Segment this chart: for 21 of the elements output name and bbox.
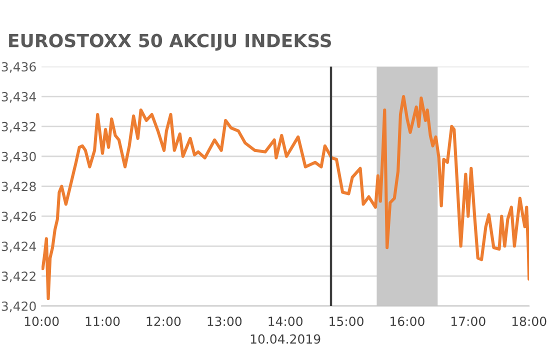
x-tick-label: 11:00 [86, 316, 120, 326]
x-axis-title: 10.04.2019 [250, 334, 320, 344]
x-tick-label: 13:00 [208, 316, 242, 326]
x-tick-label: 16:00 [390, 316, 424, 326]
x-tick-label: 15:00 [330, 316, 364, 326]
y-tick-label: 3,428 [2, 182, 36, 192]
x-tick-label: 18:00 [512, 316, 546, 326]
y-tick-label: 3,434 [2, 92, 36, 103]
y-tick-label: 3,426 [2, 212, 36, 222]
y-tick-label: 3,420 [2, 301, 36, 312]
x-tick-label: 10:00 [24, 316, 59, 326]
x-tick-label: 12:00 [146, 316, 181, 326]
x-tick-label: 17:00 [451, 316, 486, 326]
line-series [42, 94, 530, 300]
y-tick-label: 3,430 [2, 152, 36, 163]
y-tick-label: 3,424 [2, 242, 36, 252]
y-tick-label: 3,432 [2, 122, 36, 133]
y-tick-label: 3,436 [2, 62, 36, 73]
y-tick-label: 3,422 [2, 272, 36, 282]
chart-title: EUROSTOXX 50 AKCIJU INDEKSS [9, 34, 332, 51]
x-tick-label: 14:00 [268, 316, 302, 326]
